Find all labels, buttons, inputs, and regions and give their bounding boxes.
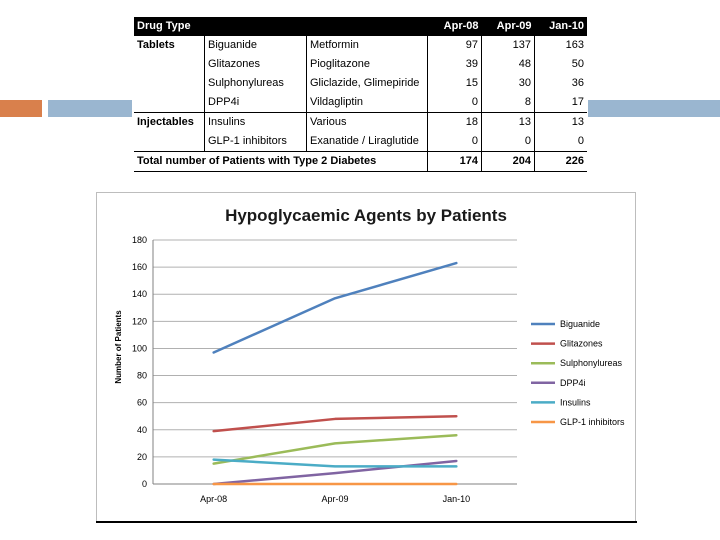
y-tick-label: 60 xyxy=(137,398,147,408)
legend-label: Biguanide xyxy=(560,319,600,329)
value-cell: 8 xyxy=(481,93,535,113)
series-lines xyxy=(212,261,458,486)
header-period: Jan-10 xyxy=(534,17,587,36)
x-tick-label: Apr-09 xyxy=(321,494,348,504)
y-tick-label: 80 xyxy=(137,371,147,381)
class-cell: Sulphonylureas xyxy=(204,74,307,93)
chart-container: Hypoglycaemic Agents by Patients Number … xyxy=(96,192,636,522)
value-cell: 0 xyxy=(534,132,587,152)
value-cell: 18 xyxy=(427,112,482,132)
value-cell: 15 xyxy=(427,74,482,93)
legend-label: Glitazones xyxy=(560,339,603,349)
value-cell: 0 xyxy=(427,93,482,113)
chart-title: Hypoglycaemic Agents by Patients xyxy=(225,206,507,225)
y-tick-label: 20 xyxy=(137,452,147,462)
legend: Biguanide Glitazones Sulphonylureas DPP4i In… xyxy=(531,319,625,427)
value-cell: 39 xyxy=(427,55,482,74)
x-tick-label: Apr-08 xyxy=(200,494,227,504)
y-axis-label: Number of Patients xyxy=(114,310,123,384)
class-cell: Insulins xyxy=(204,112,307,132)
value-cell: 30 xyxy=(481,74,535,93)
x-axis-ticks: Apr-08 Apr-09 Jan-10 xyxy=(200,494,470,504)
value-cell: 50 xyxy=(534,55,587,74)
group-cell xyxy=(134,55,205,74)
series-line-insulins xyxy=(212,458,458,468)
series-line-glitazones xyxy=(212,414,458,433)
value-cell: 36 xyxy=(534,74,587,93)
value-cell: 97 xyxy=(427,36,482,55)
value-cell: 0 xyxy=(481,132,535,152)
table-row: GLP-1 inhibitors Exanatide / Liraglutide… xyxy=(134,132,587,152)
series-line-sulphonylureas xyxy=(212,433,458,465)
y-tick-label: 40 xyxy=(137,425,147,435)
y-axis-ticks: 0 20 40 60 80 100 120 140 160 180 xyxy=(132,235,147,489)
series-line-dpp4i xyxy=(212,459,458,486)
legend-label: Insulins xyxy=(560,397,591,407)
divider-line xyxy=(96,521,637,523)
class-cell: Biguanide xyxy=(204,36,307,55)
table-row: Tablets Biguanide Metformin 97 137 163 xyxy=(134,36,587,55)
table-row: Injectables Insulins Various 18 13 13 xyxy=(134,112,587,132)
class-cell: Glitazones xyxy=(204,55,307,74)
decor-bar-blue-right xyxy=(588,100,720,117)
drug-cell: Exanatide / Liraglutide xyxy=(306,132,428,152)
table-header-row: Drug Type Apr-08 Apr-09 Jan-10 xyxy=(134,17,587,36)
legend-label: GLP-1 inhibitors xyxy=(560,417,625,427)
table-row: Glitazones Pioglitazone 39 48 50 xyxy=(134,55,587,74)
header-period: Apr-08 xyxy=(427,17,482,36)
value-cell: 17 xyxy=(534,93,587,113)
group-cell: Tablets xyxy=(137,39,175,51)
line-chart: Hypoglycaemic Agents by Patients Number … xyxy=(114,206,625,504)
total-value: 174 xyxy=(427,151,482,172)
drug-cell: Gliclazide, Glimepiride xyxy=(306,74,428,93)
grid-lines xyxy=(152,239,517,485)
table-row: Sulphonylureas Gliclazide, Glimepiride 1… xyxy=(134,74,587,93)
value-cell: 0 xyxy=(427,132,482,152)
group-cell xyxy=(134,132,205,152)
total-label: Total number of Patients with Type 2 Dia… xyxy=(134,151,428,172)
header-period: Apr-09 xyxy=(481,17,535,36)
value-cell: 13 xyxy=(481,112,535,132)
drug-cell: Vildagliptin xyxy=(306,93,428,113)
value-cell: 163 xyxy=(534,36,587,55)
legend-label: Sulphonylureas xyxy=(560,358,623,368)
group-cell xyxy=(134,93,205,113)
y-tick-label: 160 xyxy=(132,262,147,272)
class-cell: DPP4i xyxy=(204,93,307,113)
decor-bar-orange xyxy=(0,100,42,117)
y-tick-label: 140 xyxy=(132,289,147,299)
series-line-biguanide xyxy=(212,261,458,354)
table-row: DPP4i Vildagliptin 0 8 17 xyxy=(134,93,587,113)
total-value: 226 xyxy=(534,151,587,172)
drug-cell: Metformin xyxy=(306,36,428,55)
y-tick-label: 180 xyxy=(132,235,147,245)
header-drug-type: Drug Type xyxy=(134,17,428,36)
class-cell: GLP-1 inhibitors xyxy=(204,132,307,152)
drug-cell: Various xyxy=(306,112,428,132)
group-cell: Injectables xyxy=(137,116,194,128)
drug-cell: Pioglitazone xyxy=(306,55,428,74)
value-cell: 13 xyxy=(534,112,587,132)
y-tick-label: 0 xyxy=(142,479,147,489)
group-cell xyxy=(134,74,205,93)
drug-table: Drug Type Apr-08 Apr-09 Jan-10 Tablets B… xyxy=(134,17,587,172)
value-cell: 48 xyxy=(481,55,535,74)
y-tick-label: 120 xyxy=(132,316,147,326)
legend-label: DPP4i xyxy=(560,378,586,388)
value-cell: 137 xyxy=(481,36,535,55)
decor-bar-blue-left xyxy=(48,100,132,117)
x-tick-label: Jan-10 xyxy=(443,494,471,504)
total-row: Total number of Patients with Type 2 Dia… xyxy=(134,151,587,172)
y-tick-label: 100 xyxy=(132,343,147,353)
total-value: 204 xyxy=(481,151,535,172)
